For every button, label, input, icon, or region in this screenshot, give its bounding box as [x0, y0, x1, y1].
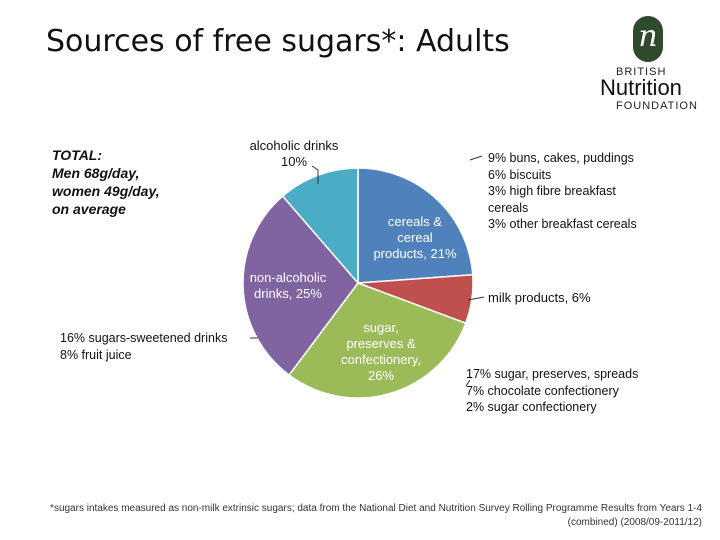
- slice-sugar-confectionery-label: sugar, preserves & confectionery, 26%: [341, 320, 421, 383]
- slice-alcoholic-drinks-label: alcoholic drinks 10%: [250, 138, 339, 169]
- slice-non-alcoholic-drinks-label: non-alcoholic drinks, 25%: [250, 270, 327, 301]
- total-intake-note: TOTAL: Men 68g/day, women 49g/day, on av…: [52, 147, 160, 217]
- slice-sugar-confectionery: [288, 282, 467, 399]
- cereals-leader-line: [469, 155, 483, 161]
- source-footnote: *sugars intakes measured as non-milk ext…: [50, 503, 702, 528]
- drinks-breakdown-callout: 16% sugars-sweetened drinks 8% fruit jui…: [60, 331, 228, 362]
- logo-text-british: BRITISH: [616, 66, 667, 78]
- slide-title: Sources of free sugars*: Adults: [46, 24, 510, 59]
- cereals-breakdown-callout: 9% buns, cakes, puddings 6% biscuits 3% …: [488, 151, 637, 231]
- logo-text-nutrition: Nutrition: [600, 75, 682, 100]
- slice-cereals-label: cereals & cereal products, 21%: [373, 214, 457, 261]
- n-letter-logo-icon: n: [633, 16, 663, 62]
- logo-text-foundation: FOUNDATION: [616, 100, 698, 112]
- sugar-breakdown-callout: 17% sugar, preserves, spreads 7% chocola…: [466, 367, 639, 414]
- sugar-leader-line: [465, 379, 471, 387]
- slice-cereals: [357, 167, 474, 284]
- slice-milk-products-label: milk products, 6%: [488, 290, 591, 305]
- bnf-logo: n BRITISH Nutrition FOUNDATION: [600, 16, 704, 112]
- alcoholic-leader-line: [311, 165, 319, 184]
- milk-leader-line: [467, 296, 485, 301]
- slice-non-alcoholic-drinks: [242, 195, 359, 377]
